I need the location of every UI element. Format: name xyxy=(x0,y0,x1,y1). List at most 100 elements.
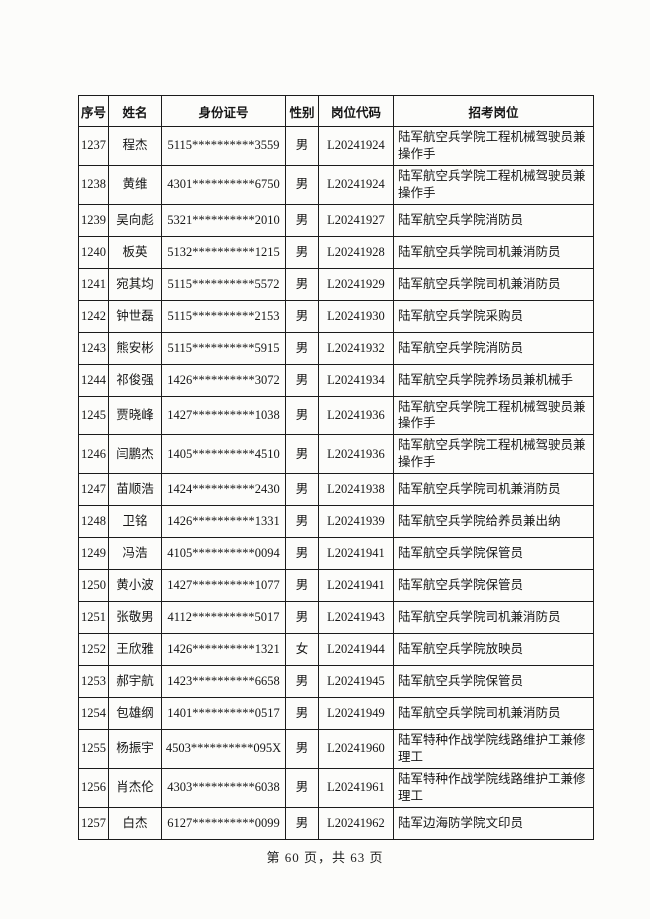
cell-index: 1243 xyxy=(78,331,109,365)
cell-position: 陆军航空兵学院工程机械驾驶员兼操作手 xyxy=(393,395,594,436)
cell-position: 陆军航空兵学院保管员 xyxy=(393,665,594,698)
cell-index: 1249 xyxy=(78,537,109,570)
cell-job-code: L20241924 xyxy=(318,164,394,205)
cell-id-number: 1426**********1321 xyxy=(161,633,286,666)
table-row: 1255 杨振宇 4503**********095X 男 L20241960 陆军特种作… xyxy=(78,729,594,769)
cell-name: 郝宇航 xyxy=(108,665,162,698)
cell-id-number: 4105**********0094 xyxy=(161,537,286,570)
cell-id-number: 4301**********6750 xyxy=(161,164,286,205)
cell-name: 卫铭 xyxy=(108,505,162,538)
table-row: 1251 张敬男 4112**********5017 男 L20241943 陆军航空兵… xyxy=(78,601,594,634)
cell-index: 1245 xyxy=(78,395,109,436)
cell-position: 陆军航空兵学院给养员兼出纳 xyxy=(393,505,594,538)
cell-gender: 男 xyxy=(285,203,319,237)
cell-job-code: L20241936 xyxy=(318,395,394,436)
cell-index: 1247 xyxy=(78,473,109,506)
cell-job-code: L20241930 xyxy=(318,299,394,333)
cell-gender: 男 xyxy=(285,267,319,301)
cell-position: 陆军航空兵学院采购员 xyxy=(393,299,594,333)
cell-position: 陆军航空兵学院工程机械驾驶员兼操作手 xyxy=(393,434,594,474)
table-row: 1239 吴向彪 5321**********2010 男 L20241927 陆军航空兵… xyxy=(78,203,594,237)
cell-index: 1248 xyxy=(78,505,109,538)
cell-name: 闫鹏杰 xyxy=(108,434,162,474)
cell-job-code: L20241932 xyxy=(318,331,394,365)
cell-id-number: 1426**********3072 xyxy=(161,363,286,397)
cell-name: 祁俊强 xyxy=(108,363,162,397)
cell-job-code: L20241927 xyxy=(318,203,394,237)
cell-job-code: L20241929 xyxy=(318,267,394,301)
cell-name: 包雄纲 xyxy=(108,697,162,730)
cell-name: 钟世磊 xyxy=(108,299,162,333)
cell-index: 1256 xyxy=(78,767,109,808)
cell-name: 贾晓峰 xyxy=(108,395,162,436)
cell-job-code: L20241960 xyxy=(318,729,394,769)
col-header-name: 姓名 xyxy=(108,95,162,127)
cell-name: 板英 xyxy=(108,235,162,269)
cell-index: 1242 xyxy=(78,299,109,333)
cell-gender: 男 xyxy=(285,569,319,602)
cell-id-number: 4112**********5017 xyxy=(161,601,286,634)
cell-id-number: 1427**********1038 xyxy=(161,395,286,436)
cell-gender: 男 xyxy=(285,164,319,205)
cell-id-number: 5115**********2153 xyxy=(161,299,286,333)
table-row: 1257 白杰 6127**********0099 男 L20241962 陆军边海防学… xyxy=(78,806,594,840)
col-header-id: 身份证号 xyxy=(161,95,286,127)
cell-name: 熊安彬 xyxy=(108,331,162,365)
cell-position: 陆军航空兵学院司机兼消防员 xyxy=(393,267,594,301)
cell-index: 1255 xyxy=(78,729,109,769)
cell-gender: 男 xyxy=(285,767,319,808)
cell-gender: 男 xyxy=(285,363,319,397)
cell-index: 1239 xyxy=(78,203,109,237)
cell-position: 陆军航空兵学院保管员 xyxy=(393,537,594,570)
cell-id-number: 4303**********6038 xyxy=(161,767,286,808)
cell-name: 宛其均 xyxy=(108,267,162,301)
cell-gender: 男 xyxy=(285,395,319,436)
cell-job-code: L20241924 xyxy=(318,126,394,166)
table-row: 1243 熊安彬 5115**********5915 男 L20241932 陆军航空兵… xyxy=(78,331,594,365)
cell-position: 陆军航空兵学院司机兼消防员 xyxy=(393,697,594,730)
cell-position: 陆军航空兵学院司机兼消防员 xyxy=(393,601,594,634)
cell-id-number: 1427**********1077 xyxy=(161,569,286,602)
cell-gender: 男 xyxy=(285,665,319,698)
cell-id-number: 5115**********3559 xyxy=(161,126,286,166)
cell-position: 陆军航空兵学院养场员兼机械手 xyxy=(393,363,594,397)
table-row: 1244 祁俊强 1426**********3072 男 L20241934 陆军航空兵… xyxy=(78,363,594,397)
cell-id-number: 1405**********4510 xyxy=(161,434,286,474)
table-row: 1249 冯浩 4105**********0094 男 L20241941 陆军航空兵学… xyxy=(78,537,594,570)
cell-gender: 女 xyxy=(285,633,319,666)
cell-id-number: 1426**********1331 xyxy=(161,505,286,538)
table-row: 1252 王欣雅 1426**********1321 女 L20241944 陆军航空兵… xyxy=(78,633,594,666)
cell-gender: 男 xyxy=(285,235,319,269)
cell-id-number: 6127**********0099 xyxy=(161,806,286,840)
cell-name: 程杰 xyxy=(108,126,162,166)
cell-gender: 男 xyxy=(285,697,319,730)
cell-job-code: L20241934 xyxy=(318,363,394,397)
cell-gender: 男 xyxy=(285,473,319,506)
cell-gender: 男 xyxy=(285,434,319,474)
cell-index: 1240 xyxy=(78,235,109,269)
cell-position: 陆军航空兵学院司机兼消防员 xyxy=(393,473,594,506)
cell-id-number: 1401**********0517 xyxy=(161,697,286,730)
cell-gender: 男 xyxy=(285,126,319,166)
cell-id-number: 4503**********095X xyxy=(161,729,286,769)
cell-id-number: 5321**********2010 xyxy=(161,203,286,237)
cell-index: 1257 xyxy=(78,806,109,840)
cell-index: 1254 xyxy=(78,697,109,730)
table-row: 1238 黄维 4301**********6750 男 L20241924 陆军航空兵学… xyxy=(78,164,594,205)
cell-gender: 男 xyxy=(285,729,319,769)
cell-position: 陆军航空兵学院工程机械驾驶员兼操作手 xyxy=(393,126,594,166)
cell-index: 1241 xyxy=(78,267,109,301)
table-row: 1247 苗顺浩 1424**********2430 男 L20241938 陆军航空兵… xyxy=(78,473,594,506)
cell-job-code: L20241938 xyxy=(318,473,394,506)
cell-job-code: L20241936 xyxy=(318,434,394,474)
page-indicator: 第 60 页，共 63 页 xyxy=(266,850,384,865)
table-header-row: 序号 姓名 身份证号 性别 岗位代码 招考岗位 xyxy=(78,95,594,127)
table-row: 1240 板英 5132**********1215 男 L20241928 陆军航空兵学… xyxy=(78,235,594,269)
cell-id-number: 5132**********1215 xyxy=(161,235,286,269)
cell-index: 1237 xyxy=(78,126,109,166)
cell-name: 肖杰伦 xyxy=(108,767,162,808)
cell-position: 陆军特种作战学院线路维护工兼修理工 xyxy=(393,729,594,769)
table-row: 1248 卫铭 1426**********1331 男 L20241939 陆军航空兵学… xyxy=(78,505,594,538)
cell-job-code: L20241949 xyxy=(318,697,394,730)
cell-position: 陆军特种作战学院线路维护工兼修理工 xyxy=(393,767,594,808)
